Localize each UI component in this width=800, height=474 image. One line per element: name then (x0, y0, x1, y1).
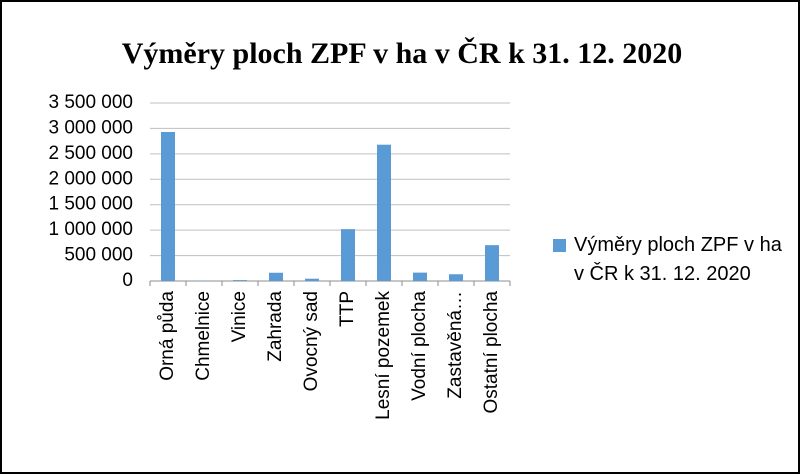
legend: Výměry ploch ZPF v ha v ČR k 31. 12. 202… (553, 231, 793, 289)
bar (413, 272, 427, 281)
y-tick-label: 2 500 000 (48, 143, 133, 164)
y-tick-label: 2 000 000 (48, 168, 133, 189)
x-tick-label: Orná půda (157, 291, 178, 381)
bar (341, 229, 355, 281)
x-tick-label: Zastavěná… (445, 291, 466, 399)
x-tick-label: Chmelnice (193, 291, 214, 381)
bar (269, 272, 283, 281)
y-tick-label: 3 000 000 (48, 117, 133, 138)
bar (197, 280, 211, 281)
x-tick-label: Vodní plocha (409, 291, 430, 401)
y-tick-label: 1 000 000 (48, 219, 133, 240)
bar (377, 144, 391, 281)
bar (233, 280, 247, 281)
y-tick-label: 1 500 000 (48, 194, 133, 215)
x-tick-label: Ovocný sad (301, 291, 322, 391)
x-tick-label: TTP (337, 291, 358, 327)
legend-swatch (553, 239, 566, 252)
chart-title: Výměry ploch ZPF v ha v ČR k 31. 12. 202… (122, 37, 683, 70)
x-tick-label: Ostatní plocha (481, 291, 502, 414)
x-tick-label: Vinice (229, 291, 250, 342)
legend-label: Výměry ploch ZPF v ha v ČR k 31. 12. 202… (574, 234, 782, 285)
y-tick-label: 3 500 000 (48, 92, 133, 113)
bar (485, 245, 499, 281)
bar (161, 131, 175, 281)
bar (305, 278, 319, 281)
y-tick-label: 0 (122, 270, 133, 291)
x-tick-label: Lesní pozemek (373, 291, 394, 420)
x-tick-label: Zahrada (265, 291, 286, 362)
bar (449, 274, 463, 281)
y-tick-label: 500 000 (64, 245, 133, 266)
